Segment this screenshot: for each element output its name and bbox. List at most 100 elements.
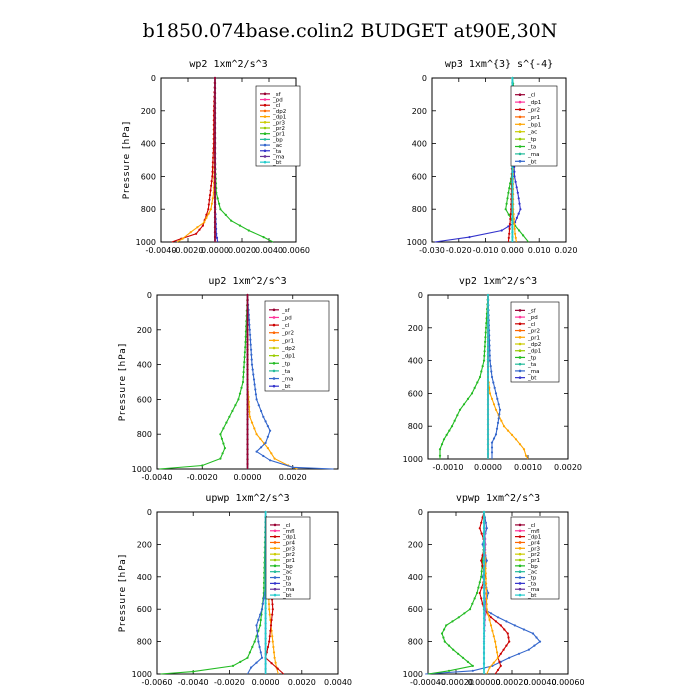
legend-label: _bt [527, 376, 537, 382]
series-marker [485, 322, 488, 325]
series-marker [488, 666, 491, 669]
series-marker [480, 570, 483, 573]
series-marker [269, 429, 272, 432]
series-marker [211, 175, 214, 178]
x-tick-label: 0.0000 [201, 246, 229, 255]
series-marker [466, 397, 470, 400]
series-marker [250, 666, 253, 669]
legend-marker [518, 552, 522, 556]
legend-marker [272, 308, 276, 312]
series-marker [484, 326, 488, 329]
series-marker [264, 510, 267, 514]
series-marker [253, 383, 256, 386]
plot-frame [427, 511, 569, 675]
legend-label: _ta [282, 581, 291, 587]
series-marker [503, 628, 506, 631]
series-marker [276, 667, 279, 670]
series-marker [486, 353, 490, 356]
legend-label: _ma [281, 377, 293, 383]
y-tick-label: 200 [137, 326, 152, 335]
series-marker [511, 76, 514, 80]
legend-marker [518, 593, 522, 597]
series-marker [495, 645, 498, 649]
series-marker [486, 408, 490, 411]
series-marker [250, 348, 253, 351]
series-marker [484, 572, 487, 575]
series-marker [273, 457, 276, 460]
series-marker [519, 208, 522, 211]
legend-label: _bp [272, 137, 283, 143]
series-line-dp1 [159, 294, 249, 470]
series-marker [522, 448, 526, 451]
series-marker [497, 403, 500, 406]
series-marker [246, 398, 249, 401]
series-marker [516, 191, 519, 194]
legend-marker [273, 523, 277, 527]
series-marker [518, 443, 522, 446]
legend-marker [263, 98, 267, 101]
series-marker [482, 591, 486, 595]
y-tick-label: 0 [147, 508, 152, 517]
y-tick-label: 0 [147, 291, 152, 300]
legend-label: _bt [527, 593, 537, 599]
series-marker [246, 428, 249, 431]
series-marker [482, 632, 486, 635]
series-marker [478, 375, 482, 379]
y-tick-label: 1000 [407, 238, 427, 247]
series-marker [482, 531, 486, 534]
y-tick-label: 600 [408, 389, 423, 398]
y-tick-label: 600 [137, 395, 152, 404]
legend-marker [518, 356, 522, 359]
series-marker [486, 348, 490, 351]
series-marker [482, 612, 486, 615]
legend-marker [518, 582, 522, 585]
series-marker [482, 662, 486, 666]
series-marker [213, 201, 217, 204]
series-marker [482, 566, 486, 569]
x-tick-label: -0.0020 [214, 678, 245, 687]
legend-label: _dp1 [527, 535, 541, 541]
series-marker [243, 356, 246, 359]
x-tick-label: 0.0020 [228, 246, 256, 255]
series-marker [511, 235, 514, 239]
legend-label: _ac [527, 570, 537, 576]
series-marker [490, 370, 493, 373]
y-tick-label: 600 [137, 605, 152, 614]
series-marker [515, 216, 519, 219]
series-marker [490, 451, 494, 454]
legend-label: _sf [272, 92, 282, 98]
series-marker [210, 180, 213, 183]
panel-title: vp2 1xm^2/s^3 [459, 276, 537, 287]
series-marker [486, 338, 490, 341]
panel-upwp: upwp 1xm^2/s^3 Pressure [hPa] 0 200 400 600 80… [118, 493, 352, 687]
series-marker [239, 660, 242, 664]
series-marker [478, 591, 481, 595]
series-marker [486, 433, 490, 436]
legend-label: _ta [527, 145, 536, 151]
series-marker [211, 197, 214, 200]
series-marker [246, 328, 249, 331]
panel-wp3: wp3 1xm^{3} s^{-4} 0 200 400 600 800 1000-0.03… [407, 59, 578, 255]
legend-marker [272, 316, 276, 319]
panel-vp2: vp2 1xm^2/s^3 0 200 400 600 800 1000 -0.0010 0.0… [403, 276, 582, 472]
series-marker [486, 378, 490, 381]
series-marker [246, 363, 249, 366]
series-marker [486, 333, 490, 336]
series-marker [262, 236, 265, 239]
legend-marker [263, 143, 267, 147]
series-marker [509, 213, 512, 216]
legend-label: _ta [527, 581, 536, 587]
series-marker [468, 236, 471, 239]
legend-label: _pr2 [527, 108, 540, 114]
series-marker [457, 616, 460, 619]
series-marker [228, 415, 231, 418]
series-marker [511, 166, 514, 169]
legend-marker [518, 376, 522, 379]
legend-label: _pr1 [527, 558, 540, 564]
legend-label: _dp2 [527, 342, 541, 348]
series-marker [511, 216, 514, 219]
series-marker [255, 398, 258, 401]
series-marker [482, 510, 486, 514]
series-marker [213, 156, 217, 159]
series-marker [213, 181, 217, 184]
